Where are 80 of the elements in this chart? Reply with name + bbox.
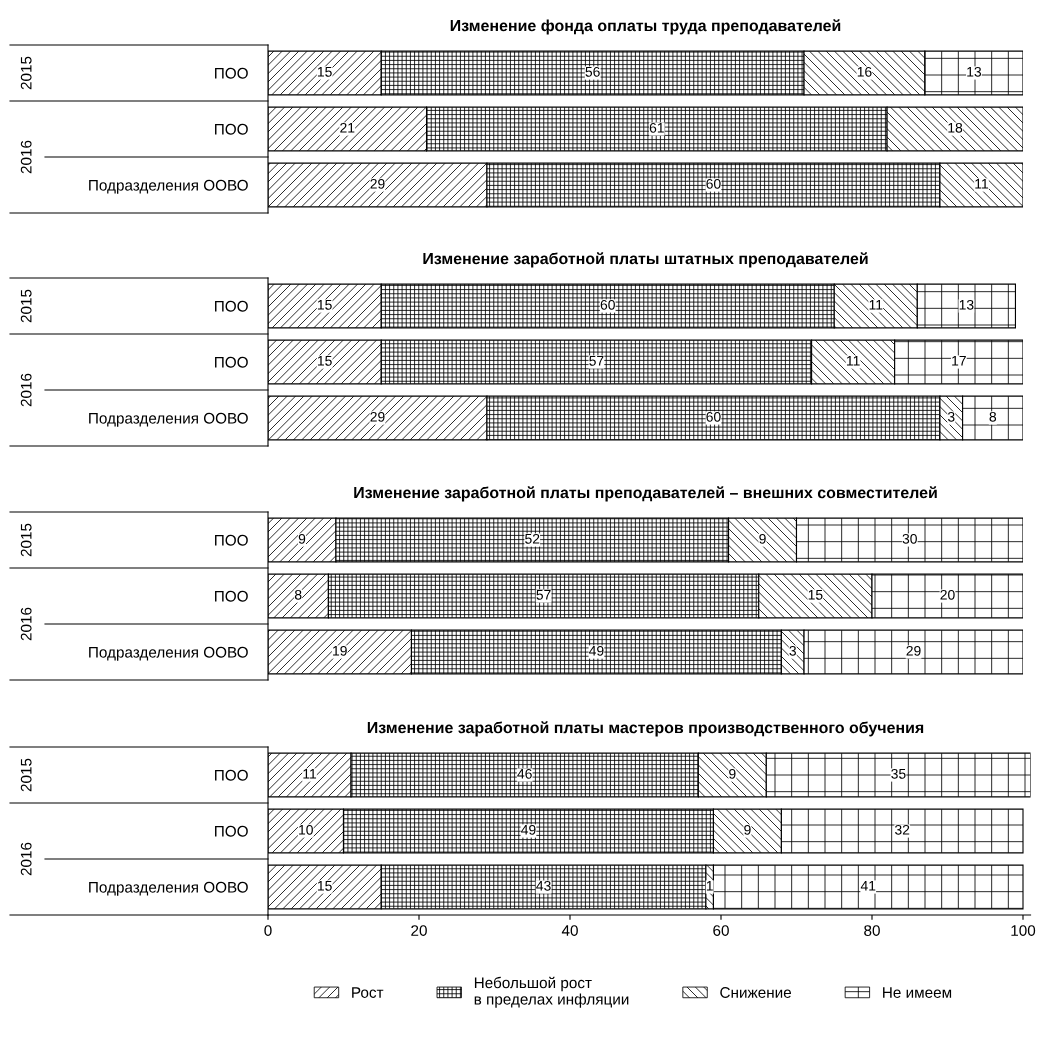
text: 2015 — [20, 56, 32, 90]
data-label: 9 — [729, 768, 736, 779]
data-label: 9 — [744, 824, 751, 835]
data-label: 16 — [857, 66, 872, 77]
y-tick-label: Подразделения ООВО — [89, 179, 248, 194]
data-label: 20 — [940, 589, 955, 600]
y-tick-label: Подразделения ООВО — [89, 412, 248, 427]
data-label: 35 — [891, 768, 906, 779]
text: 2016 — [20, 842, 32, 876]
data-label: 56 — [585, 66, 600, 77]
chart-title: Изменение заработной платы преподавателей – внешних совместителей — [354, 486, 937, 502]
x-tick-label: 80 — [864, 925, 880, 936]
data-label: 11 — [303, 769, 317, 779]
data-label: 32 — [895, 824, 910, 835]
data-label: 60 — [706, 178, 721, 189]
x-tick-label: 20 — [411, 925, 427, 936]
data-label: 60 — [600, 299, 615, 310]
chart-title: Изменение заработной платы штатных преподавателей — [423, 252, 868, 268]
y-tick-label: ПОО — [215, 534, 248, 546]
data-label: 15 — [317, 300, 332, 310]
text: 2016 — [20, 607, 32, 641]
data-label: 13 — [959, 299, 974, 310]
data-label: 15 — [317, 356, 332, 366]
y-tick-label: Подразделения ООВО — [89, 881, 248, 896]
text: 2015 — [20, 523, 32, 557]
x-tick-label: 60 — [713, 925, 729, 936]
y-tick-label: ПОО — [215, 123, 248, 135]
y-tick-label: ПОО — [215, 67, 248, 79]
data-label: 30 — [902, 533, 917, 544]
x-tick-label: 100 — [1011, 925, 1036, 936]
x-tick-label: 0 — [264, 925, 272, 936]
data-label: 43 — [536, 880, 551, 891]
data-label: 3 — [947, 411, 955, 422]
y-tick-label: ПОО — [215, 300, 248, 312]
data-label: 19 — [333, 645, 347, 656]
data-label: 29 — [370, 411, 385, 422]
data-label: 29 — [906, 645, 921, 656]
y-tick-label: ПОО — [215, 825, 248, 837]
data-label: 11 — [846, 356, 860, 366]
data-label: 9 — [759, 533, 766, 544]
data-label: 8 — [989, 411, 997, 422]
data-label: 49 — [589, 645, 604, 656]
data-label: 15 — [808, 590, 823, 600]
data-label: 60 — [706, 411, 721, 422]
data-label: 8 — [294, 589, 302, 600]
y-tick-label: ПОО — [215, 769, 248, 781]
data-label: 49 — [521, 824, 536, 835]
chart-title: Изменение фонда оплаты труда преподавателей — [450, 19, 841, 35]
data-label: 29 — [370, 178, 385, 189]
legend-label: Рост — [352, 987, 384, 998]
x-tick-label: 40 — [561, 925, 578, 936]
data-label: 13 — [967, 66, 982, 77]
text: 2016 — [20, 373, 32, 407]
y-tick-label: Подразделения ООВО — [89, 646, 248, 661]
data-label: 11 — [975, 179, 989, 189]
legend-label: Снижение — [720, 987, 792, 998]
data-label: 57 — [589, 356, 604, 366]
data-label: 15 — [317, 881, 332, 891]
data-label: 57 — [536, 590, 551, 600]
y-tick-label: ПОО — [215, 356, 248, 368]
data-label: 10 — [299, 824, 313, 835]
data-label: 41 — [860, 881, 876, 891]
data-label: 15 — [317, 67, 332, 77]
legend-label: Небольшой рост в пределах инфляции — [474, 976, 629, 1008]
data-label: 52 — [525, 533, 540, 544]
data-label: 3 — [789, 645, 796, 656]
data-label: 21 — [340, 122, 355, 133]
data-label: 18 — [948, 122, 963, 133]
text: 2016 — [20, 140, 32, 174]
data-label: 9 — [298, 533, 306, 544]
legend-label: Не имеем — [883, 987, 952, 998]
y-tick-label: ПОО — [215, 590, 248, 602]
data-label: 61 — [649, 122, 664, 133]
chart-title: Изменение заработной платы мастеров производственного обучения — [367, 721, 924, 737]
text: 2015 — [20, 758, 32, 792]
data-label: 11 — [869, 300, 883, 310]
data-label: 46 — [517, 768, 532, 779]
data-label: 17 — [952, 356, 966, 366]
text: 2015 — [20, 289, 32, 323]
data-label: 1 — [706, 881, 713, 891]
